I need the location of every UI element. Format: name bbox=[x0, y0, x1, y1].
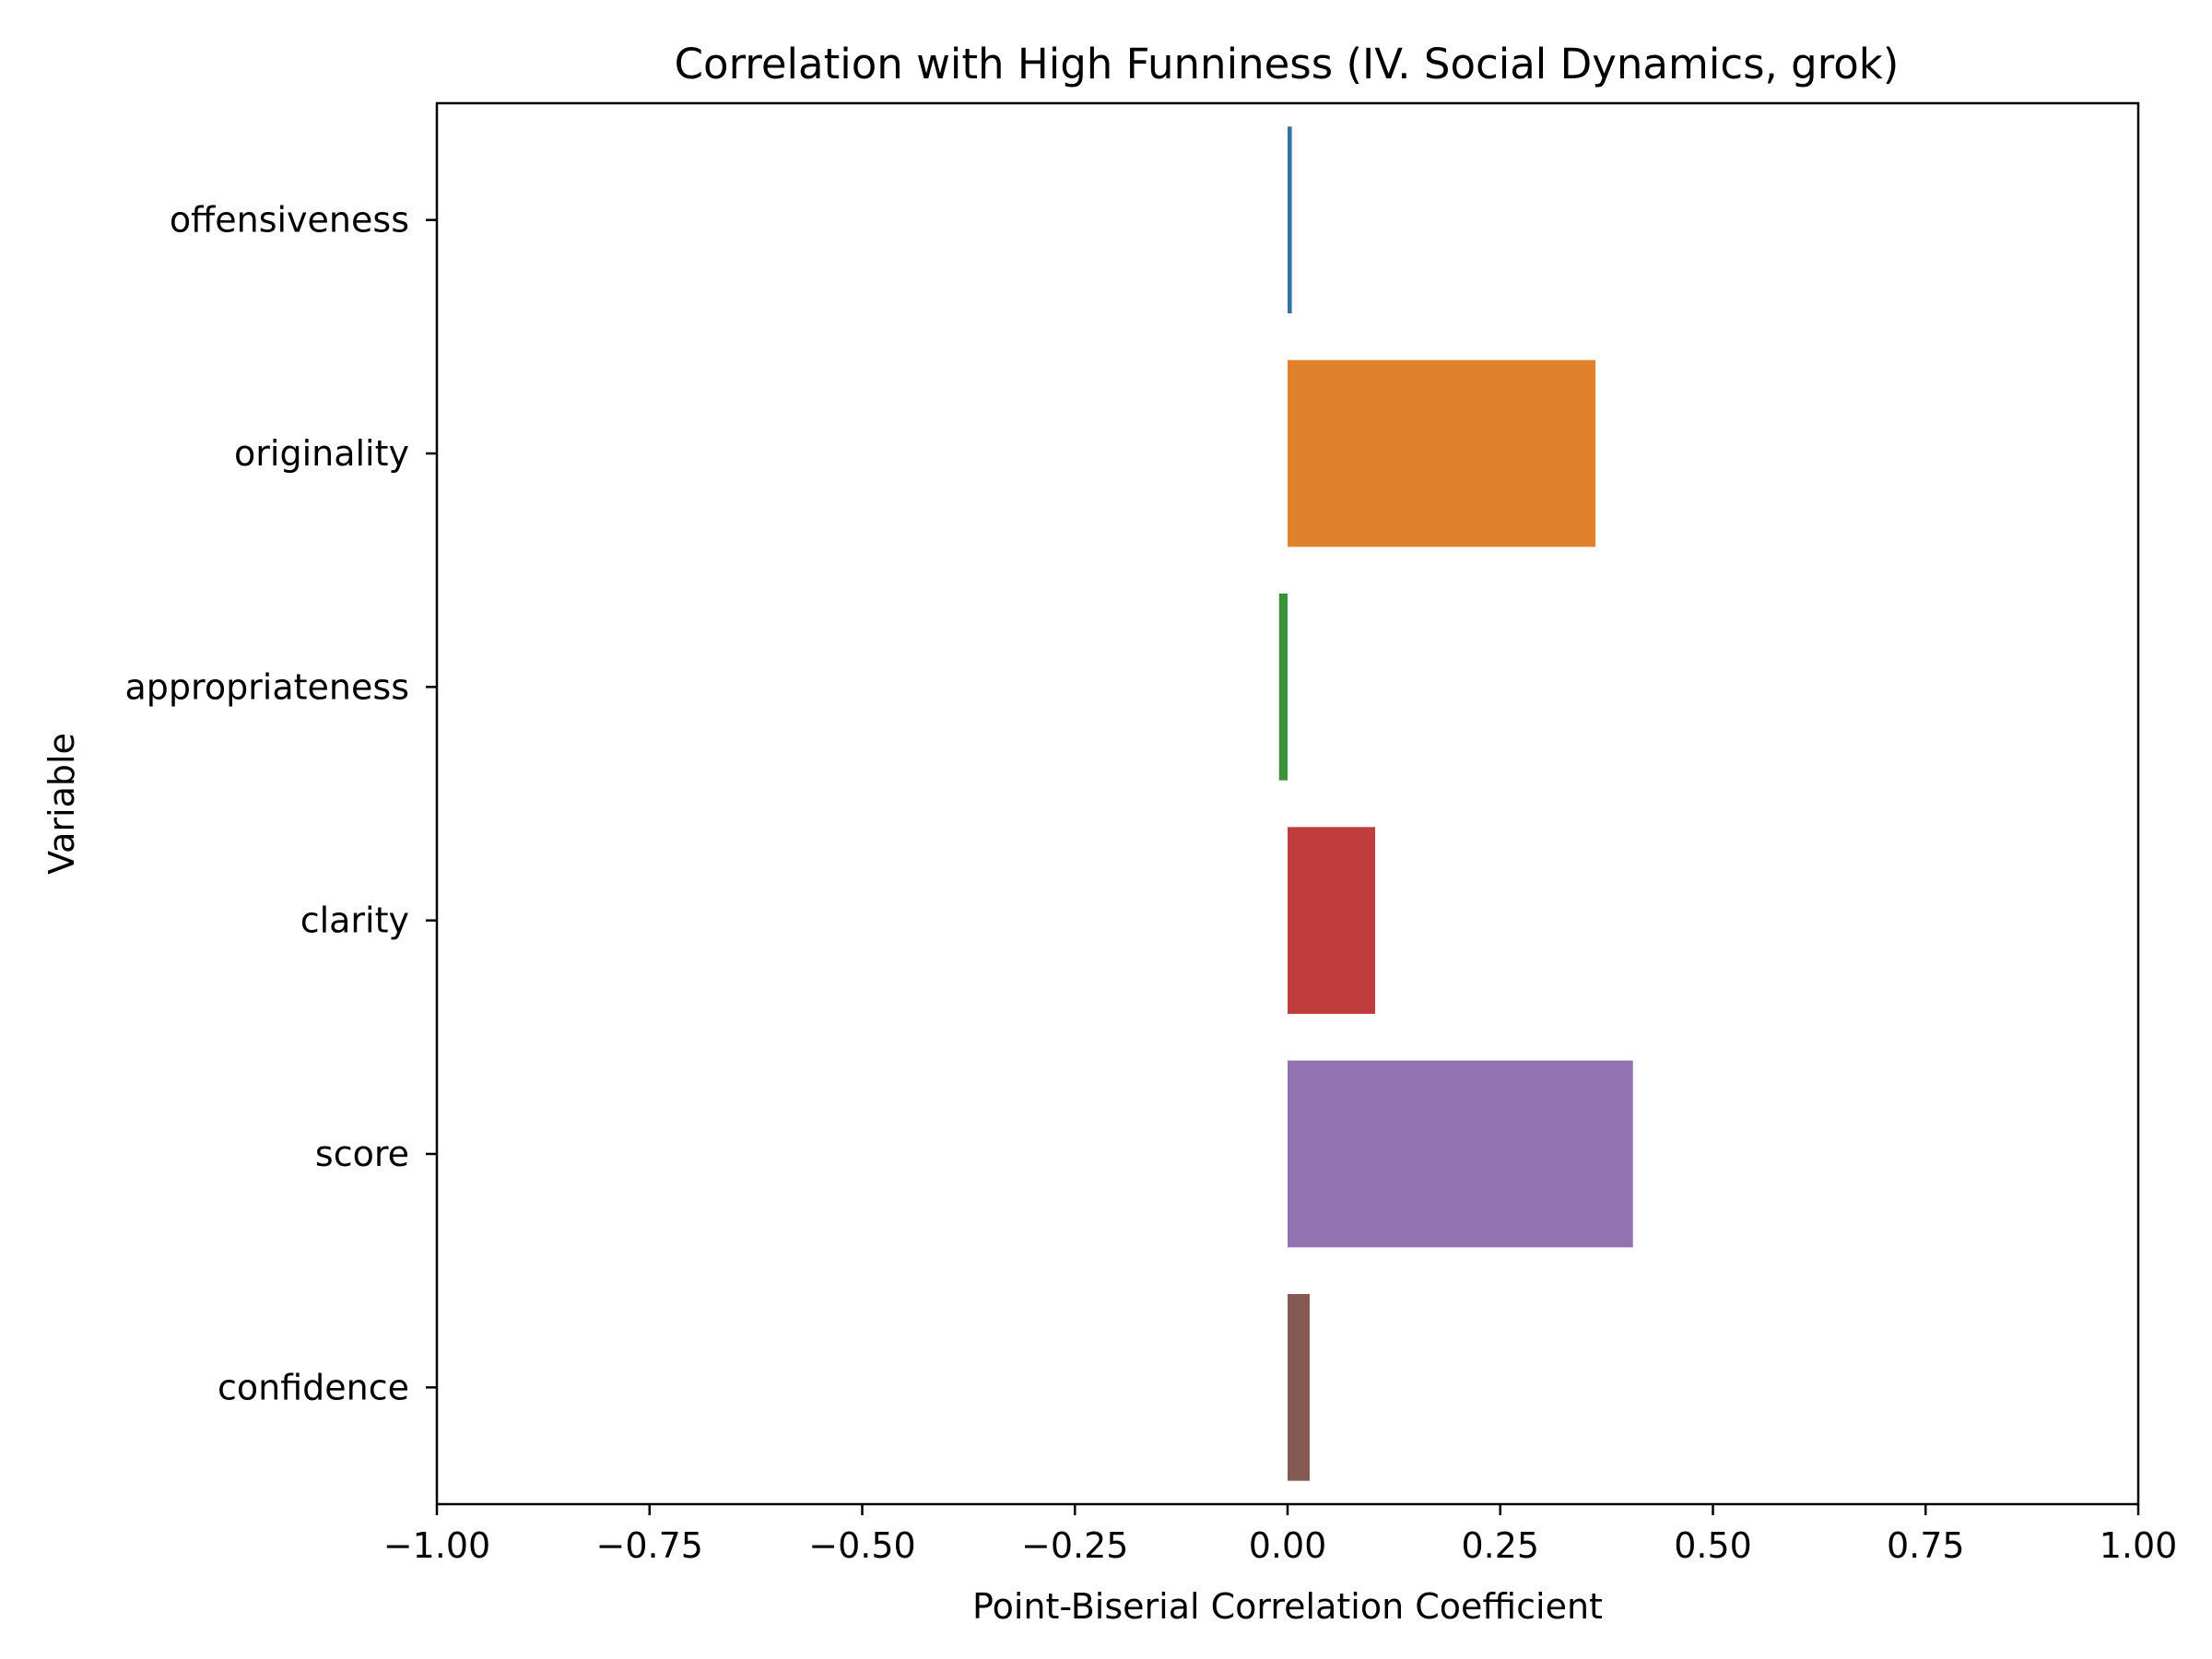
y-tick-label: offensiveness bbox=[170, 200, 409, 241]
plot-frame bbox=[435, 101, 2140, 1506]
bar-score bbox=[1288, 1060, 1633, 1248]
x-tick-label: 1.00 bbox=[2100, 1525, 2178, 1566]
x-tick-label: 0.00 bbox=[1249, 1525, 1327, 1566]
bar-clarity bbox=[1288, 827, 1376, 1014]
x-tick-label: 0.25 bbox=[1461, 1525, 1539, 1566]
y-tick-label: confidence bbox=[218, 1367, 409, 1407]
bars-layer bbox=[1278, 126, 1633, 1481]
x-tick-label: −0.50 bbox=[808, 1525, 915, 1566]
y-tick-label: originality bbox=[234, 433, 409, 474]
y-axis-label: Variable bbox=[41, 733, 82, 875]
y-tick-label: appropriateness bbox=[125, 666, 410, 707]
bar-offensiveness bbox=[1288, 126, 1292, 313]
x-ticks-layer: −1.00 −0.75 −0.50 −0.25 0.00 0.25 0.50 0.75 1.00 bbox=[383, 1504, 2178, 1566]
x-tick-label: −1.00 bbox=[383, 1525, 490, 1566]
x-tick-label: 0.75 bbox=[1887, 1525, 1965, 1566]
x-tick-label: −0.25 bbox=[1021, 1525, 1128, 1566]
x-tick-label: −0.75 bbox=[596, 1525, 703, 1566]
x-axis-label: Point-Biserial Correlation Coefficient bbox=[972, 1586, 1603, 1627]
x-tick-label: 0.50 bbox=[1674, 1525, 1752, 1566]
bar-appropriateness bbox=[1278, 594, 1288, 781]
y-tick-label: score bbox=[315, 1134, 409, 1174]
y-ticks-layer: offensiveness originality appropriateness c… bbox=[125, 200, 437, 1407]
bar-originality bbox=[1288, 359, 1596, 547]
y-tick-label: clarity bbox=[300, 900, 409, 941]
chart-title: Correlation with High Funniness (IV. Soc… bbox=[675, 40, 1900, 88]
bar-confidence bbox=[1288, 1294, 1310, 1481]
